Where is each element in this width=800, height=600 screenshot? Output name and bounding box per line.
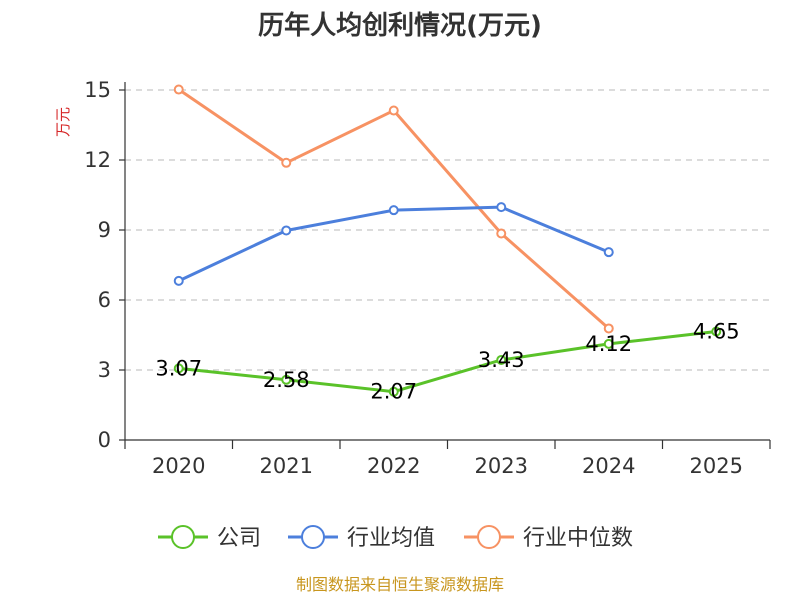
data-point — [173, 275, 184, 286]
data-point — [388, 105, 399, 116]
legend-swatch-marker — [171, 525, 195, 549]
axes: 0 3 6 9 12 15 2020 2021 2022 2023 2024 2025 — [84, 78, 771, 478]
legend-item: 行业均值 — [288, 525, 435, 551]
data-point — [496, 228, 507, 239]
legend-item: 公司 — [158, 525, 261, 551]
y-tick-label: 15 — [84, 78, 111, 102]
y-tick-label: 12 — [84, 148, 111, 172]
data-point — [173, 363, 184, 374]
series-layer — [173, 84, 722, 397]
legend-item: 行业中位数 — [464, 525, 633, 551]
x-tick-label: 2020 — [152, 454, 205, 478]
data-point — [388, 205, 399, 216]
y-tick-label: 0 — [98, 428, 111, 452]
data-label: 3.43 — [478, 348, 525, 372]
data-label: 4.12 — [585, 332, 632, 356]
data-label: 2.58 — [263, 368, 310, 392]
legend: 公司 行业均值 行业中位数 — [158, 525, 633, 551]
data-label: 2.07 — [370, 380, 417, 404]
series-line-company — [178, 330, 717, 394]
y-tick-label: 9 — [98, 218, 111, 242]
data-point — [603, 323, 614, 334]
legend-swatch-marker — [477, 525, 501, 549]
x-tick-label: 2025 — [690, 454, 743, 478]
legend-label: 公司 — [217, 526, 261, 551]
data-labels: 3.07 2.58 2.07 3.43 4.12 4.65 — [155, 320, 739, 404]
y-tick-label: 3 — [98, 358, 111, 382]
data-label: 3.07 — [155, 356, 202, 380]
data-point — [496, 202, 507, 213]
data-point — [281, 374, 292, 385]
data-point — [388, 386, 399, 397]
data-point — [496, 354, 507, 365]
data-point — [281, 157, 292, 168]
source-note: 制图数据来自恒生聚源数据库 — [296, 575, 504, 594]
data-point — [173, 84, 184, 95]
x-tick-label: 2021 — [260, 454, 313, 478]
legend-label: 行业中位数 — [523, 526, 633, 551]
data-label: 4.65 — [693, 320, 740, 344]
y-axis-unit-label: 万元 — [54, 107, 72, 137]
data-point — [281, 225, 292, 236]
x-tick-label: 2023 — [475, 454, 528, 478]
x-tick-label: 2022 — [367, 454, 420, 478]
legend-swatch-marker — [301, 525, 325, 549]
data-point — [711, 326, 722, 337]
chart-title: 历年人均创利情况(万元) — [258, 10, 542, 41]
data-point — [603, 247, 614, 258]
data-point — [603, 338, 614, 349]
x-tick-label: 2024 — [582, 454, 635, 478]
legend-label: 行业均值 — [347, 526, 435, 551]
y-tick-label: 6 — [98, 288, 111, 312]
grid — [125, 89, 770, 371]
